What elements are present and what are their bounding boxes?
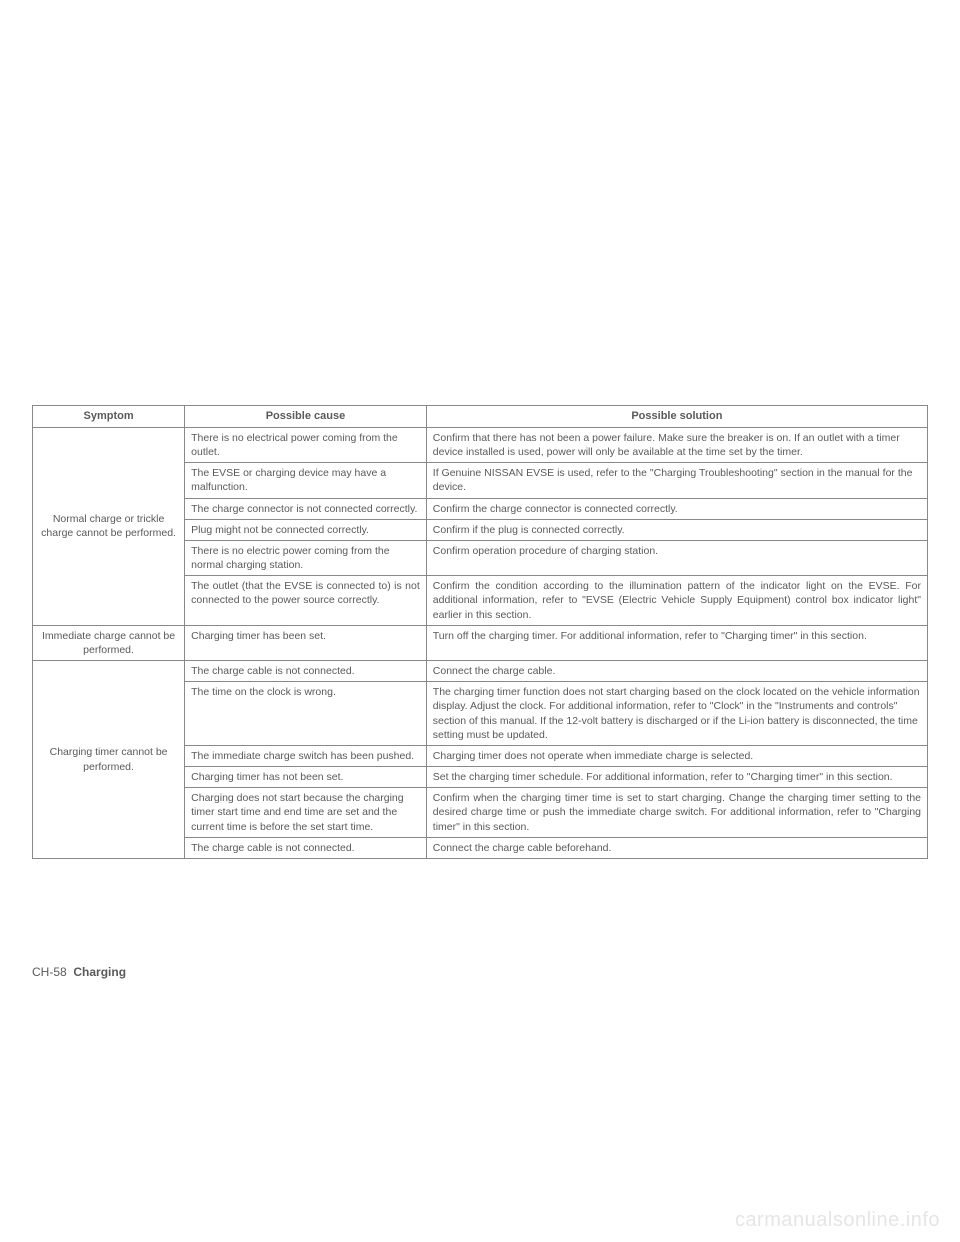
solution-cell: Connect the charge cable beforehand. <box>426 837 927 858</box>
cause-cell: There is no electrical power coming from… <box>185 427 427 462</box>
cause-cell: The charge cable is not connected. <box>185 661 427 682</box>
header-cause: Possible cause <box>185 406 427 428</box>
symptom-cell: Charging timer cannot be performed. <box>33 661 185 859</box>
solution-cell: Turn off the charging timer. For additio… <box>426 625 927 660</box>
cause-cell: The EVSE or charging device may have a m… <box>185 463 427 498</box>
table-header-row: Symptom Possible cause Possible solution <box>33 406 928 428</box>
solution-cell: Charging timer does not operate when imm… <box>426 745 927 766</box>
solution-cell: Confirm the charge connector is connecte… <box>426 498 927 519</box>
solution-cell: Set the charging timer schedule. For add… <box>426 767 927 788</box>
page-content: Symptom Possible cause Possible solution… <box>32 405 928 859</box>
page-footer: CH-58 Charging <box>32 965 126 979</box>
cause-cell: Charging timer has not been set. <box>185 767 427 788</box>
solution-cell: Confirm the condition according to the i… <box>426 576 927 626</box>
section-name: Charging <box>73 965 126 979</box>
table-body: Normal charge or trickle charge cannot b… <box>33 427 928 858</box>
symptom-cell: Immediate charge cannot be performed. <box>33 625 185 660</box>
cause-cell: There is no electric power coming from t… <box>185 540 427 575</box>
solution-cell: Confirm operation procedure of charging … <box>426 540 927 575</box>
cause-cell: The charge cable is not connected. <box>185 837 427 858</box>
solution-cell: Connect the charge cable. <box>426 661 927 682</box>
solution-cell: Confirm that there has not been a power … <box>426 427 927 462</box>
table-row: Charging timer cannot be performed. The … <box>33 661 928 682</box>
solution-cell: If Genuine NISSAN EVSE is used, refer to… <box>426 463 927 498</box>
watermark: carmanualsonline.info <box>735 1209 940 1232</box>
cause-cell: The charge connector is not connected co… <box>185 498 427 519</box>
table-row: Immediate charge cannot be performed. Ch… <box>33 625 928 660</box>
cause-cell: The outlet (that the EVSE is connected t… <box>185 576 427 626</box>
cause-cell: Charging does not start because the char… <box>185 788 427 838</box>
cause-cell: The time on the clock is wrong. <box>185 682 427 746</box>
table-row: Normal charge or trickle charge cannot b… <box>33 427 928 462</box>
solution-cell: Confirm if the plug is connected correct… <box>426 519 927 540</box>
page-number: CH-58 <box>32 965 67 979</box>
symptom-cell: Normal charge or trickle charge cannot b… <box>33 427 185 625</box>
header-symptom: Symptom <box>33 406 185 428</box>
troubleshooting-table: Symptom Possible cause Possible solution… <box>32 405 928 859</box>
header-solution: Possible solution <box>426 406 927 428</box>
solution-cell: The charging timer function does not sta… <box>426 682 927 746</box>
cause-cell: Plug might not be connected correctly. <box>185 519 427 540</box>
solution-cell: Confirm when the charging timer time is … <box>426 788 927 838</box>
cause-cell: The immediate charge switch has been pus… <box>185 745 427 766</box>
cause-cell: Charging timer has been set. <box>185 625 427 660</box>
